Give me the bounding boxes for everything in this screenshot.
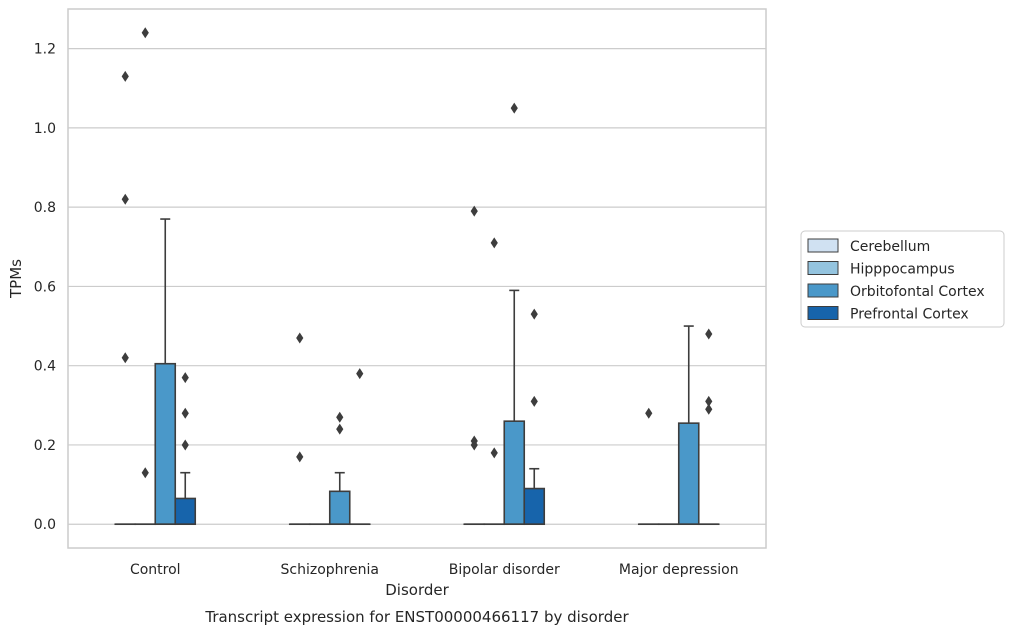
box-group	[328, 411, 351, 526]
outlier-point	[490, 447, 498, 459]
y-axis-ticks: 0.0 0.2 0.4 0.6 0.8 1.0 1.2	[34, 42, 56, 534]
chart-caption: Transcript expression for ENST0000046611…	[204, 608, 629, 626]
outlier-point	[490, 237, 498, 249]
legend-swatch	[807, 306, 839, 320]
plot-area	[114, 27, 720, 526]
x-tick-label: Bipolar disorder	[449, 562, 560, 578]
legend-swatch	[807, 261, 839, 275]
box-group	[348, 368, 371, 526]
legend-label: Hipppocampus	[850, 262, 955, 278]
box-group	[134, 27, 157, 526]
box-group	[463, 205, 486, 526]
plot-frame	[67, 8, 767, 549]
outlier-point	[356, 368, 364, 380]
outlier-point	[121, 352, 129, 364]
y-tick-label: 1.2	[34, 42, 56, 58]
outlier-point	[510, 102, 518, 114]
outlier-point	[181, 439, 189, 451]
box-group	[523, 308, 546, 526]
x-axis-ticks: Control Schizophrenia Bipolar disorder Majo…	[130, 562, 739, 578]
outlier-point	[296, 451, 304, 463]
outlier-point	[121, 193, 129, 205]
box	[154, 362, 177, 526]
box	[328, 490, 351, 526]
box-group	[503, 102, 526, 526]
outlier-point	[181, 407, 189, 419]
outlier-point	[141, 467, 149, 479]
outlier-point	[470, 439, 478, 451]
outlier-point	[530, 395, 538, 407]
outlier-point	[705, 403, 713, 415]
box	[523, 487, 546, 526]
box	[174, 497, 197, 526]
y-tick-label: 0.8	[34, 200, 56, 216]
outlier-point	[181, 372, 189, 384]
outlier-point	[141, 27, 149, 39]
x-tick-label: Control	[130, 562, 181, 578]
y-tick-label: 0.6	[34, 279, 56, 295]
outlier-point	[705, 395, 713, 407]
x-tick-label: Major depression	[619, 562, 739, 578]
y-tick-label: 0.2	[34, 438, 56, 454]
box-group	[697, 328, 720, 526]
outlier-point	[336, 411, 344, 423]
legend-swatch	[807, 238, 839, 253]
outlier-point	[705, 328, 713, 340]
box-group	[154, 218, 177, 526]
box-group	[637, 407, 660, 526]
y-axis-title: TPMs	[7, 259, 25, 299]
box-group	[483, 237, 506, 526]
outlier-point	[336, 423, 344, 435]
outlier-point	[530, 308, 538, 320]
legend-label: Orbitofontal Cortex	[850, 284, 985, 300]
outlier-point	[645, 407, 653, 419]
x-tick-label: Schizophrenia	[281, 562, 379, 578]
legend-swatch	[807, 283, 839, 298]
box	[677, 422, 700, 526]
box-group	[174, 372, 197, 526]
legend-label: Cerebellum	[850, 239, 930, 255]
box	[503, 420, 526, 526]
y-tick-label: 0.4	[34, 359, 56, 375]
legend-label: Prefrontal Cortex	[850, 307, 969, 323]
legend: Cerebellum Hipppocampus Orbitofontal Corte…	[800, 230, 1005, 328]
x-axis-title: Disorder	[385, 581, 449, 599]
y-tick-label: 0.0	[34, 517, 56, 533]
box-group	[288, 332, 311, 526]
box-group	[677, 325, 700, 526]
outlier-point	[296, 332, 304, 344]
outlier-point	[121, 70, 129, 82]
legend-frame	[800, 230, 1005, 328]
outlier-point	[470, 205, 478, 217]
y-tick-label: 1.0	[34, 121, 56, 137]
box-group	[114, 70, 137, 526]
